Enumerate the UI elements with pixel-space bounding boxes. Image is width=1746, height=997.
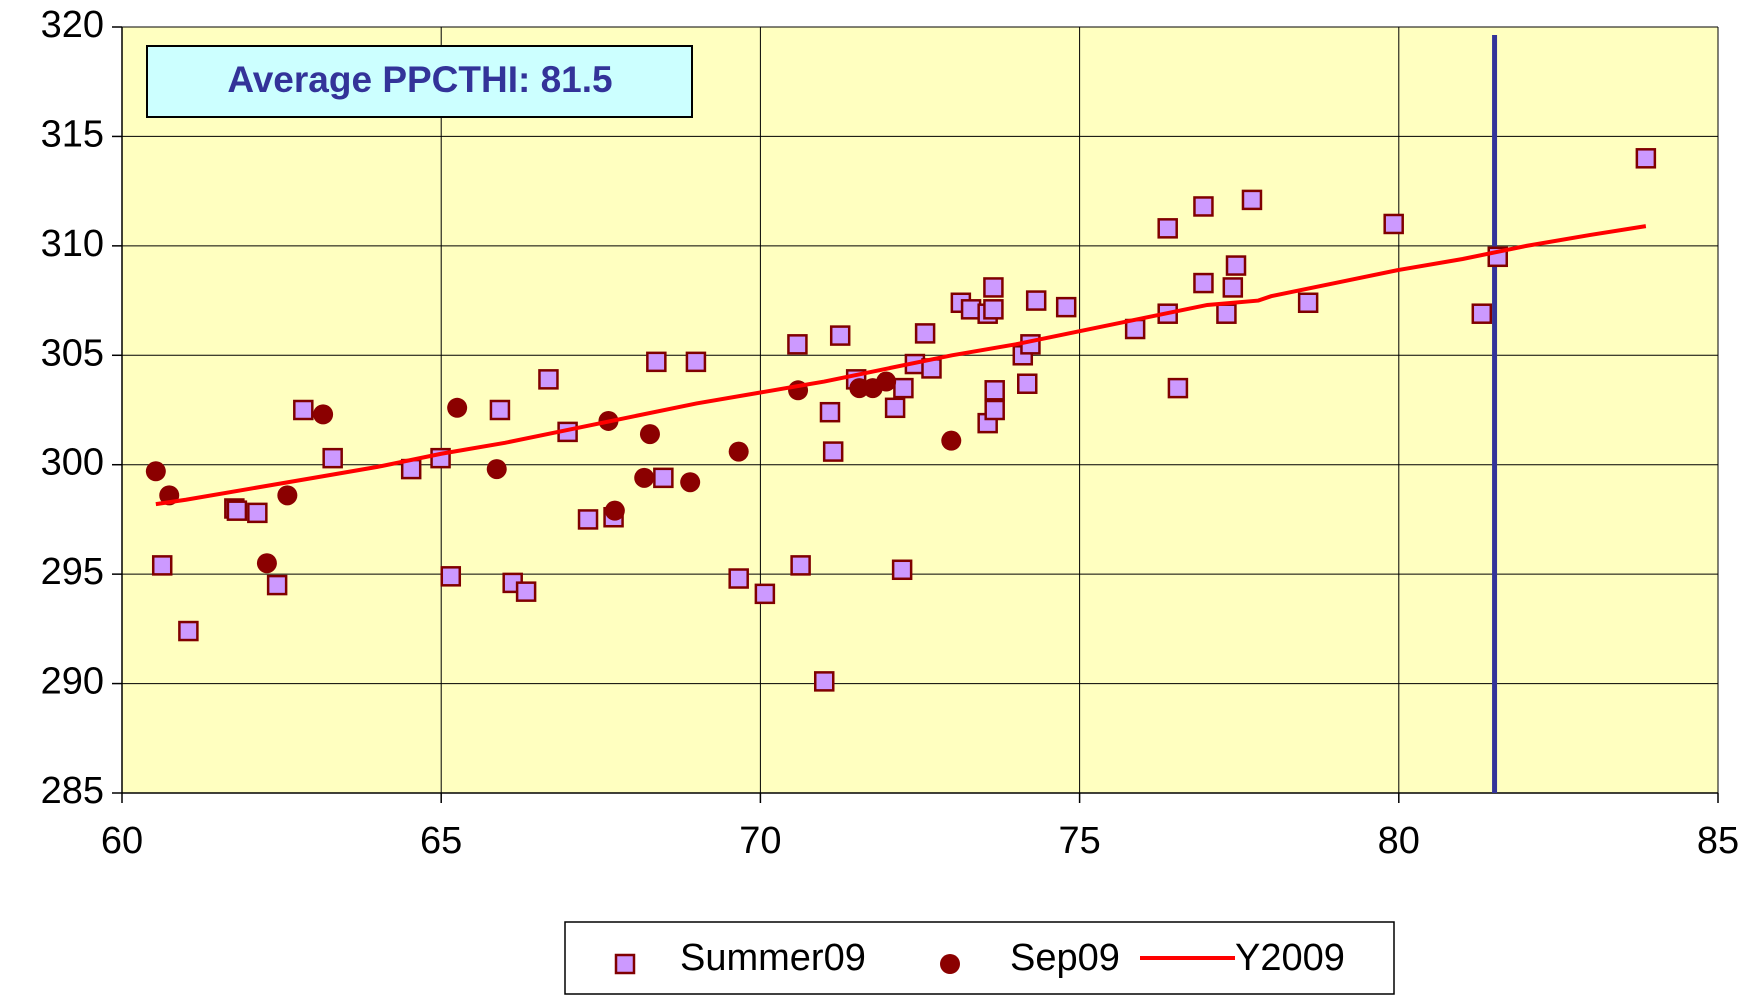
circle-marker [145, 461, 166, 482]
square-marker [813, 671, 835, 692]
circle-marker [639, 424, 660, 445]
square-marker [1241, 189, 1263, 211]
marks [145, 35, 1657, 793]
x-tick-label: 75 [1058, 820, 1100, 862]
x-tick-label: 80 [1378, 820, 1420, 862]
square-marker [293, 399, 314, 421]
square-marker [1216, 303, 1237, 324]
circle-marker [876, 371, 897, 392]
square-marker [790, 555, 811, 576]
square-marker [1222, 277, 1244, 298]
y-tick-label: 300 [41, 442, 104, 484]
square-marker [322, 447, 343, 469]
plot-area [122, 27, 1718, 793]
square-marker [489, 399, 511, 421]
square-marker [685, 351, 707, 373]
square-marker [1017, 373, 1038, 394]
annotation-box [146, 45, 693, 118]
square-marker [822, 441, 844, 462]
square-marker [247, 502, 268, 524]
square-marker [983, 277, 1004, 298]
square-marker [914, 323, 936, 344]
square-marker [1055, 296, 1077, 318]
square-marker [1225, 255, 1247, 276]
square-marker [1157, 218, 1178, 239]
circle-marker [256, 553, 277, 574]
square-marker [1471, 303, 1493, 324]
x-tick-label: 85 [1697, 820, 1739, 862]
square-marker [577, 509, 599, 530]
x-tick-label: 65 [420, 820, 462, 862]
square-marker [515, 581, 537, 602]
circle-marker [486, 459, 507, 480]
square-marker [960, 299, 982, 320]
y-tick-label: 285 [41, 770, 104, 812]
square-marker [1167, 377, 1189, 399]
square-marker [1193, 196, 1214, 217]
square-marker [614, 953, 636, 975]
circle-marker [277, 485, 298, 506]
square-marker [151, 555, 173, 576]
square-marker [1297, 292, 1319, 314]
legend-box [564, 921, 1395, 995]
square-marker [653, 467, 674, 489]
square-marker [983, 299, 1004, 320]
square-marker [178, 620, 199, 642]
y-tick-label: 310 [41, 223, 104, 265]
legend [614, 953, 1235, 975]
circle-marker [941, 430, 962, 451]
circle-marker [680, 472, 701, 493]
square-marker [538, 369, 559, 390]
y-tick-label: 305 [41, 332, 104, 374]
circle-marker [728, 441, 749, 462]
circle-marker [940, 954, 960, 974]
square-marker [728, 568, 749, 589]
square-marker [891, 559, 913, 581]
square-marker [984, 399, 1005, 421]
x-tick-label: 60 [101, 820, 143, 862]
square-marker [646, 351, 667, 373]
y-tick-label: 315 [41, 113, 104, 155]
circle-marker [313, 404, 334, 425]
square-marker [226, 500, 248, 521]
square-marker [754, 583, 776, 605]
square-marker [984, 380, 1005, 401]
square-marker [266, 574, 288, 596]
square-marker [1025, 290, 1047, 311]
square-marker [819, 401, 841, 423]
annotation: Average PPCTHI: 81.5 [227, 59, 612, 100]
y-tick-label: 295 [41, 551, 104, 593]
square-marker [1383, 213, 1404, 235]
square-marker [440, 566, 462, 587]
square-marker [893, 377, 914, 399]
square-marker [1193, 272, 1214, 294]
square-marker [884, 397, 906, 419]
circle-marker [604, 500, 625, 521]
y-tick-label: 320 [41, 4, 104, 46]
circle-marker [447, 397, 468, 418]
square-marker [829, 325, 851, 346]
grid [112, 26, 1719, 803]
square-marker [1635, 148, 1657, 169]
y-tick-label: 290 [41, 661, 104, 703]
square-marker [787, 334, 808, 355]
legend-label: Sep09 [1010, 937, 1120, 979]
legend-label: Y2009 [1235, 937, 1345, 979]
x-tick-label: 70 [739, 820, 781, 862]
trend-line [155, 224, 1647, 507]
circle-marker [634, 467, 655, 488]
legend-label: Summer09 [680, 937, 866, 979]
